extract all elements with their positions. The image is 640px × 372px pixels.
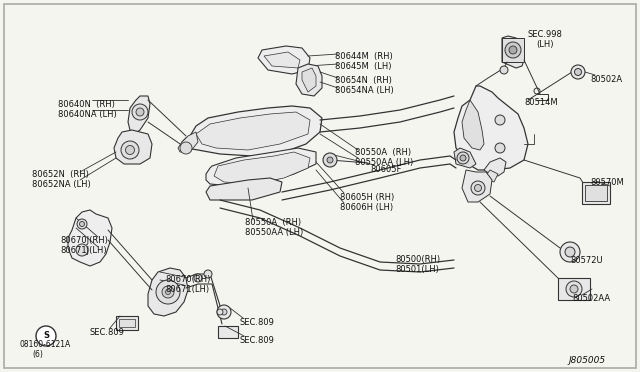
Text: 80550A  (RH): 80550A (RH) (245, 218, 301, 227)
Polygon shape (148, 268, 188, 316)
Text: 80671(LH): 80671(LH) (165, 285, 209, 294)
Polygon shape (302, 68, 316, 92)
Text: 80514M: 80514M (524, 98, 557, 107)
Polygon shape (258, 46, 310, 74)
Circle shape (156, 280, 180, 304)
Text: 80645M  (LH): 80645M (LH) (335, 62, 392, 71)
Text: SEC.809: SEC.809 (240, 318, 275, 327)
Text: S: S (43, 331, 49, 340)
Text: 80550AA (LH): 80550AA (LH) (245, 228, 303, 237)
Polygon shape (206, 148, 316, 186)
Text: 80570M: 80570M (590, 178, 624, 187)
Polygon shape (462, 170, 492, 202)
Polygon shape (178, 132, 198, 152)
Text: 80501(LH): 80501(LH) (395, 265, 439, 274)
Text: SEC.998: SEC.998 (528, 30, 563, 39)
Text: (6): (6) (32, 350, 43, 359)
Circle shape (121, 141, 139, 159)
Circle shape (180, 142, 192, 154)
Circle shape (509, 46, 517, 54)
Text: 80572U: 80572U (570, 256, 603, 265)
Bar (218, 326, 238, 338)
Circle shape (76, 244, 88, 256)
Text: 80652NA (LH): 80652NA (LH) (32, 180, 91, 189)
Text: 80652N  (RH): 80652N (RH) (32, 170, 89, 179)
Circle shape (471, 181, 485, 195)
Circle shape (166, 289, 170, 295)
Circle shape (575, 68, 582, 76)
Polygon shape (264, 52, 300, 68)
Text: 80640N  (RH): 80640N (RH) (58, 100, 115, 109)
Circle shape (217, 305, 231, 319)
Polygon shape (214, 152, 310, 184)
Bar (502, 38, 524, 62)
Polygon shape (68, 210, 112, 266)
Circle shape (460, 155, 466, 161)
Circle shape (474, 185, 481, 192)
Polygon shape (454, 148, 476, 168)
Text: 80605F: 80605F (370, 165, 401, 174)
Bar (119, 319, 135, 327)
Text: 80644M  (RH): 80644M (RH) (335, 52, 393, 61)
Circle shape (79, 221, 84, 227)
Circle shape (457, 152, 469, 164)
Circle shape (194, 274, 202, 282)
Circle shape (162, 286, 174, 298)
Bar (558, 278, 590, 300)
Text: 80670J(RH): 80670J(RH) (60, 236, 108, 245)
Circle shape (565, 247, 575, 257)
Circle shape (125, 145, 134, 154)
Circle shape (495, 143, 505, 153)
Text: 80550AA (LH): 80550AA (LH) (355, 158, 413, 167)
Polygon shape (454, 86, 528, 170)
Polygon shape (206, 178, 282, 200)
Circle shape (495, 115, 505, 125)
Circle shape (204, 270, 212, 278)
Bar (585, 185, 607, 201)
Text: 80671J(LH): 80671J(LH) (60, 246, 107, 255)
Text: 80605H (RH): 80605H (RH) (340, 193, 394, 202)
Circle shape (36, 326, 56, 346)
Text: 80654N  (RH): 80654N (RH) (335, 76, 392, 85)
Polygon shape (296, 64, 322, 96)
Text: 80606H (LH): 80606H (LH) (340, 203, 393, 212)
Text: 08160-6121A: 08160-6121A (20, 340, 71, 349)
Polygon shape (114, 130, 152, 164)
Polygon shape (484, 158, 506, 176)
Text: 80500(RH): 80500(RH) (395, 255, 440, 264)
Bar (116, 316, 138, 330)
Circle shape (323, 153, 337, 167)
Circle shape (77, 219, 87, 229)
Circle shape (560, 242, 580, 262)
Polygon shape (502, 36, 524, 68)
Circle shape (327, 157, 333, 163)
Text: 80502A: 80502A (590, 75, 622, 84)
Polygon shape (182, 106, 322, 156)
Polygon shape (484, 170, 498, 182)
Text: SEC.809: SEC.809 (240, 336, 275, 345)
Text: J805005: J805005 (568, 356, 605, 365)
Text: 80654NA (LH): 80654NA (LH) (335, 86, 394, 95)
Polygon shape (128, 96, 150, 134)
Circle shape (500, 66, 508, 74)
Text: 80502AA: 80502AA (572, 294, 610, 303)
Bar (582, 182, 610, 204)
Circle shape (136, 108, 144, 116)
Text: 80670(RH): 80670(RH) (165, 275, 211, 284)
Circle shape (570, 285, 578, 293)
Text: SEC.809: SEC.809 (90, 328, 125, 337)
Polygon shape (196, 112, 310, 150)
Circle shape (132, 104, 148, 120)
Text: 80550A  (RH): 80550A (RH) (355, 148, 411, 157)
Text: (LH): (LH) (536, 40, 554, 49)
Text: 80640NA (LH): 80640NA (LH) (58, 110, 116, 119)
Circle shape (566, 281, 582, 297)
Circle shape (217, 309, 223, 315)
Circle shape (571, 65, 585, 79)
Circle shape (221, 309, 227, 315)
Polygon shape (462, 100, 484, 150)
Circle shape (505, 42, 521, 58)
